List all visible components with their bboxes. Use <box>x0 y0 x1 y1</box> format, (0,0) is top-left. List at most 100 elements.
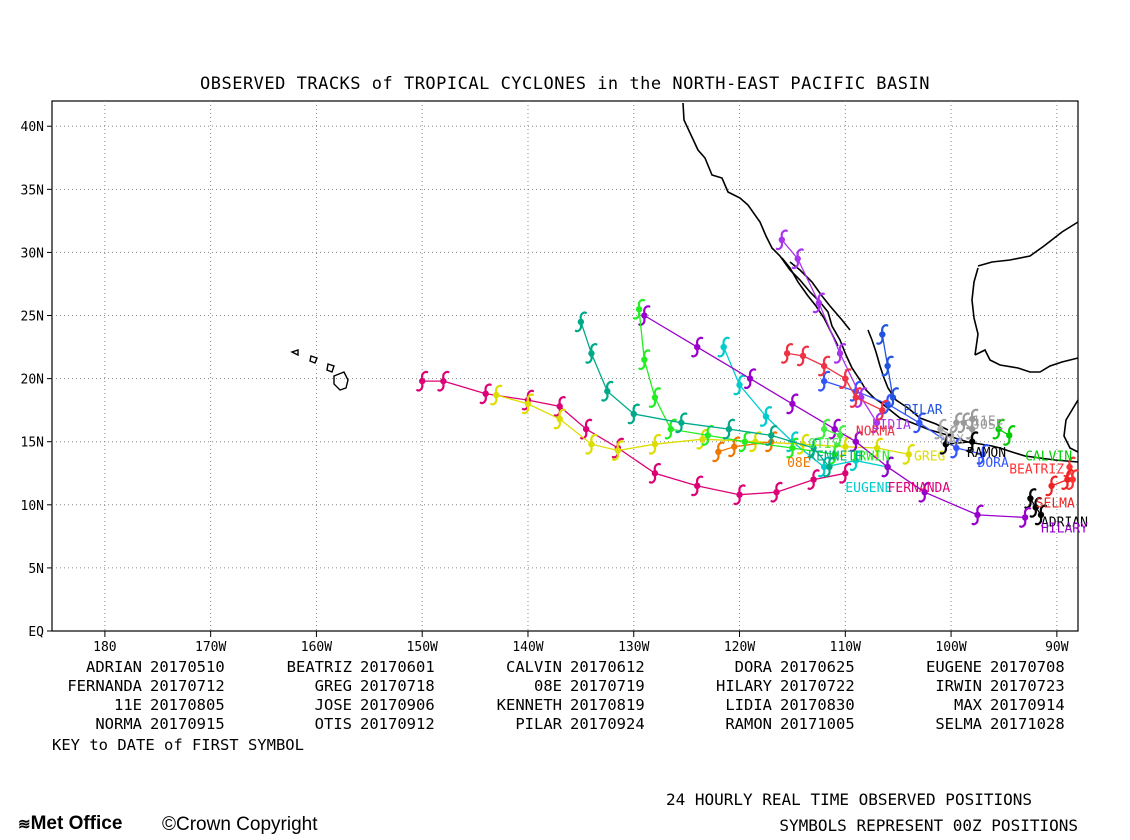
key-storm-date: 20170712 <box>150 677 225 695</box>
track-point-fernanda <box>580 418 593 440</box>
key-storm-date: 20170924 <box>570 715 645 733</box>
key-storm-name: MAX <box>954 696 982 714</box>
mexico-gulf-coastline <box>867 329 949 431</box>
track-point-fernanda <box>553 396 566 417</box>
track-point-norma <box>781 343 794 364</box>
track-point-eugene <box>759 406 773 427</box>
track-line-greg <box>496 394 909 455</box>
track-point-ramon <box>966 431 979 453</box>
track-point-fernanda <box>839 462 852 484</box>
key-storm-date: 20170906 <box>360 696 435 714</box>
track-point-greg <box>585 433 598 455</box>
track-point-hilary <box>638 305 651 326</box>
key-storm-name: FERNANDA <box>67 677 142 695</box>
key-storm-name: PILAR <box>515 715 562 733</box>
hawaii-oahu <box>309 355 318 364</box>
key-storm-date: 20170708 <box>990 658 1065 676</box>
track-point-irwin <box>648 387 662 408</box>
storm-label-beatriz: BEATRIZ <box>1009 462 1064 477</box>
storm-label-max: MAX <box>940 433 964 448</box>
track-point-lidia <box>812 292 825 314</box>
key-storm-name: IRWIN <box>935 677 982 695</box>
lon-tick-label: 110W <box>830 640 861 655</box>
track-point-eugene <box>717 336 730 358</box>
key-note: KEY to DATE of FIRST SYMBOL <box>52 736 304 754</box>
track-point-norma <box>876 399 889 421</box>
key-storm-name: 08E <box>534 677 562 695</box>
lon-tick-label: 90W <box>1045 640 1069 655</box>
copyright-text: ©Crown Copyright <box>162 814 318 835</box>
key-storm-name: KENNETH <box>496 696 562 714</box>
cyclone-tracks <box>416 229 1079 528</box>
storm-label-calvin: CALVIN <box>1025 450 1072 465</box>
track-point-kenneth <box>823 456 836 478</box>
lat-tick-label: 25N <box>21 310 44 325</box>
key-storm-name: JOSE <box>314 696 352 714</box>
track-point-greg <box>490 384 503 406</box>
key-storm-name: CALVIN <box>506 658 562 676</box>
track-point-beatriz <box>1066 469 1079 490</box>
track-point-greg <box>870 437 884 459</box>
legend-line-2: SYMBOLS REPRESENT 00Z POSITIONS <box>779 816 1078 835</box>
us-gulf-coastline <box>974 348 1079 373</box>
track-point-kenneth <box>601 380 614 402</box>
key-storm-name: RAMON <box>725 715 772 733</box>
storm-label-lidia: LIDIA <box>872 418 911 433</box>
key-storm-name: EUGENE <box>926 658 982 676</box>
storm-label-kenneth: KENNETH <box>808 450 863 465</box>
track-line-hilary <box>643 314 1026 519</box>
track-point-greg <box>611 440 624 461</box>
track-point-dora <box>818 370 831 392</box>
track-point-hilary <box>744 368 757 389</box>
track-point-pilar <box>876 324 889 345</box>
key-storm-name: SELMA <box>935 715 982 733</box>
track-point-kenneth <box>585 343 598 364</box>
track-point-ramon <box>939 433 952 455</box>
track-point-greg <box>648 433 662 455</box>
track-point-kenneth <box>765 425 778 446</box>
hawaii-maui <box>326 363 335 373</box>
hawaii-big-island <box>333 371 349 391</box>
storm-label-otis: OTIS <box>808 437 839 452</box>
mexico-coastline <box>682 102 1079 463</box>
track-line-dora <box>823 380 983 455</box>
key-storm-date: 20170805 <box>150 696 225 714</box>
track-point-11e <box>950 412 963 434</box>
key-storm-name: OTIS <box>314 715 352 733</box>
key-storm-date: 20170915 <box>150 715 225 733</box>
track-point-kenneth <box>675 412 688 434</box>
lon-tick-label: 180 <box>93 640 116 655</box>
key-storm-date: 20171028 <box>990 715 1065 733</box>
key-storm-date: 20170719 <box>570 677 645 695</box>
key-storm-date: 20170722 <box>780 677 855 695</box>
met-office-logo-text: Met Office <box>30 813 123 834</box>
key-storm-name: DORA <box>734 658 772 676</box>
key-storm-name: BEATRIZ <box>286 658 352 676</box>
track-point-pilar <box>886 387 899 408</box>
storm-label-11e: 11E <box>972 414 995 429</box>
key-storm-date: 20170819 <box>570 696 645 714</box>
axis-ticks: 180 170W 160W 150W 140W 130W 120W 110W 100W 90W 40… <box>21 120 1069 655</box>
track-point-hilary <box>691 336 704 358</box>
storm-label-irwin: IRWIN <box>851 450 890 465</box>
track-point-adrian <box>1029 497 1042 518</box>
track-point-greg <box>839 436 852 458</box>
track-point-adrian <box>1024 488 1037 509</box>
track-point-norma <box>839 368 852 389</box>
track-point-kenneth <box>722 418 736 440</box>
track-point-max <box>934 418 947 440</box>
track-point-selma <box>1045 475 1058 497</box>
lon-tick-label: 130W <box>618 640 649 655</box>
lon-tick-label: 100W <box>935 640 966 655</box>
track-point-fernanda <box>770 481 783 503</box>
gulf-of-california-coastline <box>789 261 851 331</box>
track-point-jose <box>957 412 970 434</box>
track-point-kenneth <box>807 437 820 459</box>
met-office-logo-icon: ≋ <box>18 816 31 833</box>
texas-coastline <box>977 221 1079 267</box>
key-storm-date: 20171005 <box>780 715 855 733</box>
lat-tick-label: 15N <box>21 436 44 451</box>
key-storm-date: 20170912 <box>360 715 435 733</box>
track-line-irwin <box>638 309 835 455</box>
